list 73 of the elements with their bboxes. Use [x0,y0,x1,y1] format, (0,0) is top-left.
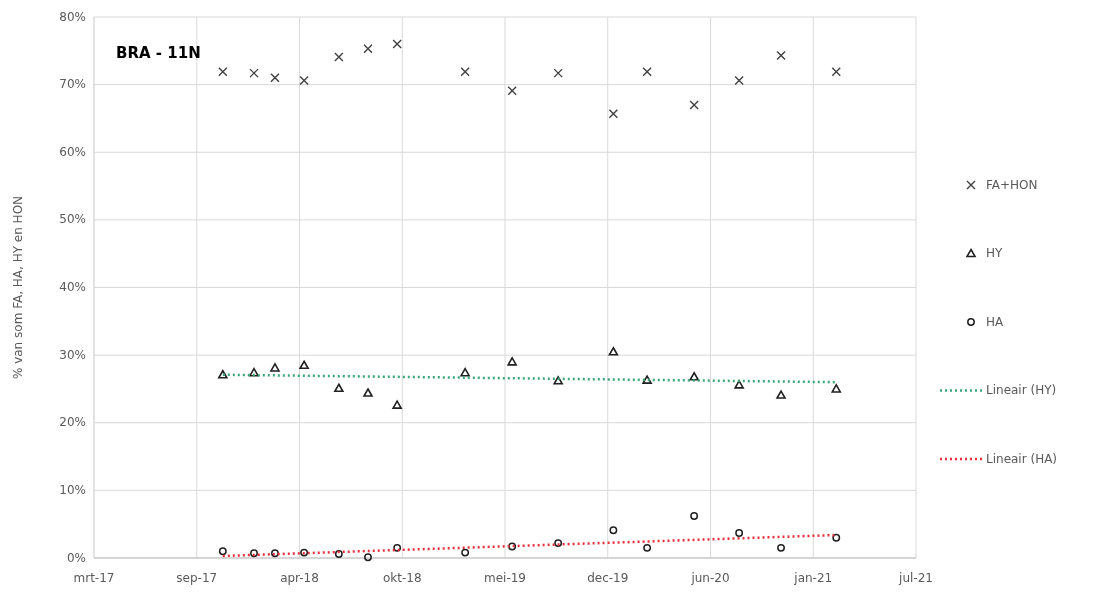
legend-label: FA+HON [986,177,1038,192]
point [508,542,517,551]
point [334,549,343,558]
point [507,357,517,366]
y-tick-label: 20% [59,415,86,430]
point [553,376,563,385]
point [218,67,228,77]
x-tick-label: apr-18 [280,571,319,585]
point [364,553,372,562]
point [689,100,699,110]
point [270,73,280,83]
point [553,68,563,78]
x-tick-label: mrt-17 [73,571,115,585]
y-tick-label: 50% [59,212,86,227]
point [249,367,259,377]
point [271,549,279,558]
point [218,547,227,556]
y-tick-label: 0% [66,550,86,565]
point [393,543,402,552]
point [690,512,699,521]
x-tick-label: okt-18 [382,571,422,585]
point [392,400,402,409]
point [832,533,841,542]
point [608,109,619,119]
point [299,75,309,86]
point [392,39,402,49]
text: BRA - 11N [116,44,201,62]
legend-label: Lineair (HY) [986,383,1057,397]
y-tick-label: 60% [59,144,86,159]
x-tick-label: jan-21 [793,571,833,585]
legend-label: Lineair (HA) [986,451,1058,466]
x-tick-label: mei-19 [483,571,527,585]
y-tick-label: 70% [59,77,86,92]
point [643,543,652,552]
point [270,363,280,372]
point [249,68,259,78]
y-tick-label: 40% [59,280,86,294]
point [218,369,228,379]
point [507,86,517,96]
point [460,367,470,377]
x-tick-label: jun-20 [690,571,730,585]
point [461,548,470,557]
y-tick-label: 80% [59,9,86,24]
point [642,375,652,384]
point [554,539,563,548]
legend-label: HA [986,314,1005,329]
point [734,75,744,86]
point [608,346,619,356]
y-tick-label: 30% [59,347,86,362]
point [776,390,786,399]
point [776,50,786,61]
point [363,44,373,54]
point [642,67,652,77]
x-tick-label: dec-19 [587,571,629,585]
y-axis-title: % van som FA, HA, HY en HON [11,195,25,380]
point [831,384,842,393]
point [334,52,344,62]
point [460,67,470,77]
point [609,526,618,535]
point [831,67,841,77]
point [334,383,344,393]
y-tick-label: 10% [59,482,86,497]
x-tick-label: jul-21 [898,571,933,585]
legend-label: HY [986,246,1004,260]
point [250,549,258,558]
point [777,543,785,552]
point [363,388,373,397]
point [734,380,744,389]
point [299,360,309,370]
x-tick-label: sep-17 [176,571,218,585]
point [300,548,309,557]
point [689,371,699,381]
point [735,529,744,537]
